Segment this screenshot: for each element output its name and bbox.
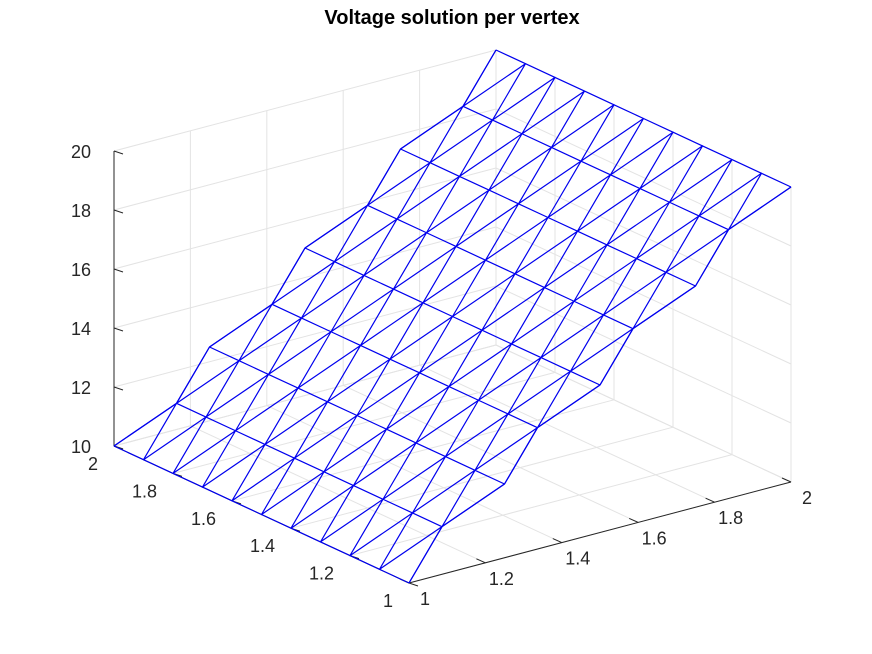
side-wall-grid-line xyxy=(495,167,792,306)
side-wall-grid-line xyxy=(495,344,792,483)
y-tick-label: 1 xyxy=(383,591,393,611)
floor-grid-line xyxy=(290,426,674,529)
z-tick-mark xyxy=(113,209,124,214)
x-tick-label: 1.8 xyxy=(718,508,743,528)
z-tick-label: 14 xyxy=(71,319,91,339)
y-tick-mark xyxy=(408,582,419,587)
floor-grid-line xyxy=(190,425,486,564)
mesh-edge-back xyxy=(113,49,497,447)
x-tick-label: 2 xyxy=(802,488,812,508)
back-wall-grid-line xyxy=(113,285,497,388)
back-wall-grid-line xyxy=(113,167,497,270)
x-tick-mark xyxy=(705,497,715,503)
z-tick-mark xyxy=(113,327,124,332)
mesh-triangle-edges xyxy=(209,303,539,485)
x-tick-mark xyxy=(476,558,486,564)
z-tick-mark xyxy=(113,150,124,155)
z-tick-label: 16 xyxy=(71,260,91,280)
floor-grid-line xyxy=(231,399,615,502)
mesh-row-line xyxy=(462,105,729,231)
floor-grid-line xyxy=(172,371,556,474)
z-tick-mark xyxy=(113,268,124,273)
x-tick-mark xyxy=(781,477,792,483)
x-axis-line xyxy=(408,481,792,584)
z-tick-label: 10 xyxy=(71,437,91,457)
floor-grid-line xyxy=(266,405,563,544)
back-wall-grid-line xyxy=(113,108,497,211)
z-tick-label: 20 xyxy=(71,142,91,162)
side-wall-grid-line xyxy=(495,226,792,365)
mesh-triangle-edges xyxy=(400,105,730,287)
z-tick-mark xyxy=(113,386,124,391)
y-tick-label: 1.8 xyxy=(132,481,157,501)
mesh-triangle-edges xyxy=(304,204,634,386)
y-tick-label: 2 xyxy=(88,454,98,474)
floor-grid-line xyxy=(419,364,715,503)
x-tick-label: 1.2 xyxy=(489,569,514,589)
x-tick-label: 1 xyxy=(420,589,430,609)
mesh-triangle-edges xyxy=(113,402,443,584)
mesh-row-line xyxy=(176,402,443,528)
mesh-triangle-edges xyxy=(462,49,792,231)
x-tick-mark xyxy=(628,517,639,523)
y-tick-label: 1.6 xyxy=(191,509,216,529)
y-tick-label: 1.2 xyxy=(309,564,334,584)
x-tick-mark xyxy=(552,538,563,544)
mesh-row-line xyxy=(367,204,634,330)
back-wall-grid-line xyxy=(113,226,497,329)
x-tick-label: 1.4 xyxy=(565,549,590,569)
floor-grid-line xyxy=(349,454,733,557)
back-wall-grid-line xyxy=(113,49,497,152)
side-wall-grid-line xyxy=(495,285,792,424)
floor-grid-line xyxy=(342,384,639,523)
z-tick-label: 18 xyxy=(71,201,91,221)
mesh-row-line xyxy=(271,303,538,429)
back-wall-grid-line xyxy=(113,344,497,447)
surface-mesh xyxy=(113,49,792,584)
chart-title: Voltage solution per vertex xyxy=(324,7,579,29)
mesh-edge-front xyxy=(408,186,792,584)
y-tick-label: 1.4 xyxy=(250,536,275,556)
x-tick-label: 1.6 xyxy=(642,528,667,548)
side-wall-grid-line xyxy=(495,108,792,247)
z-tick-label: 12 xyxy=(71,378,91,398)
